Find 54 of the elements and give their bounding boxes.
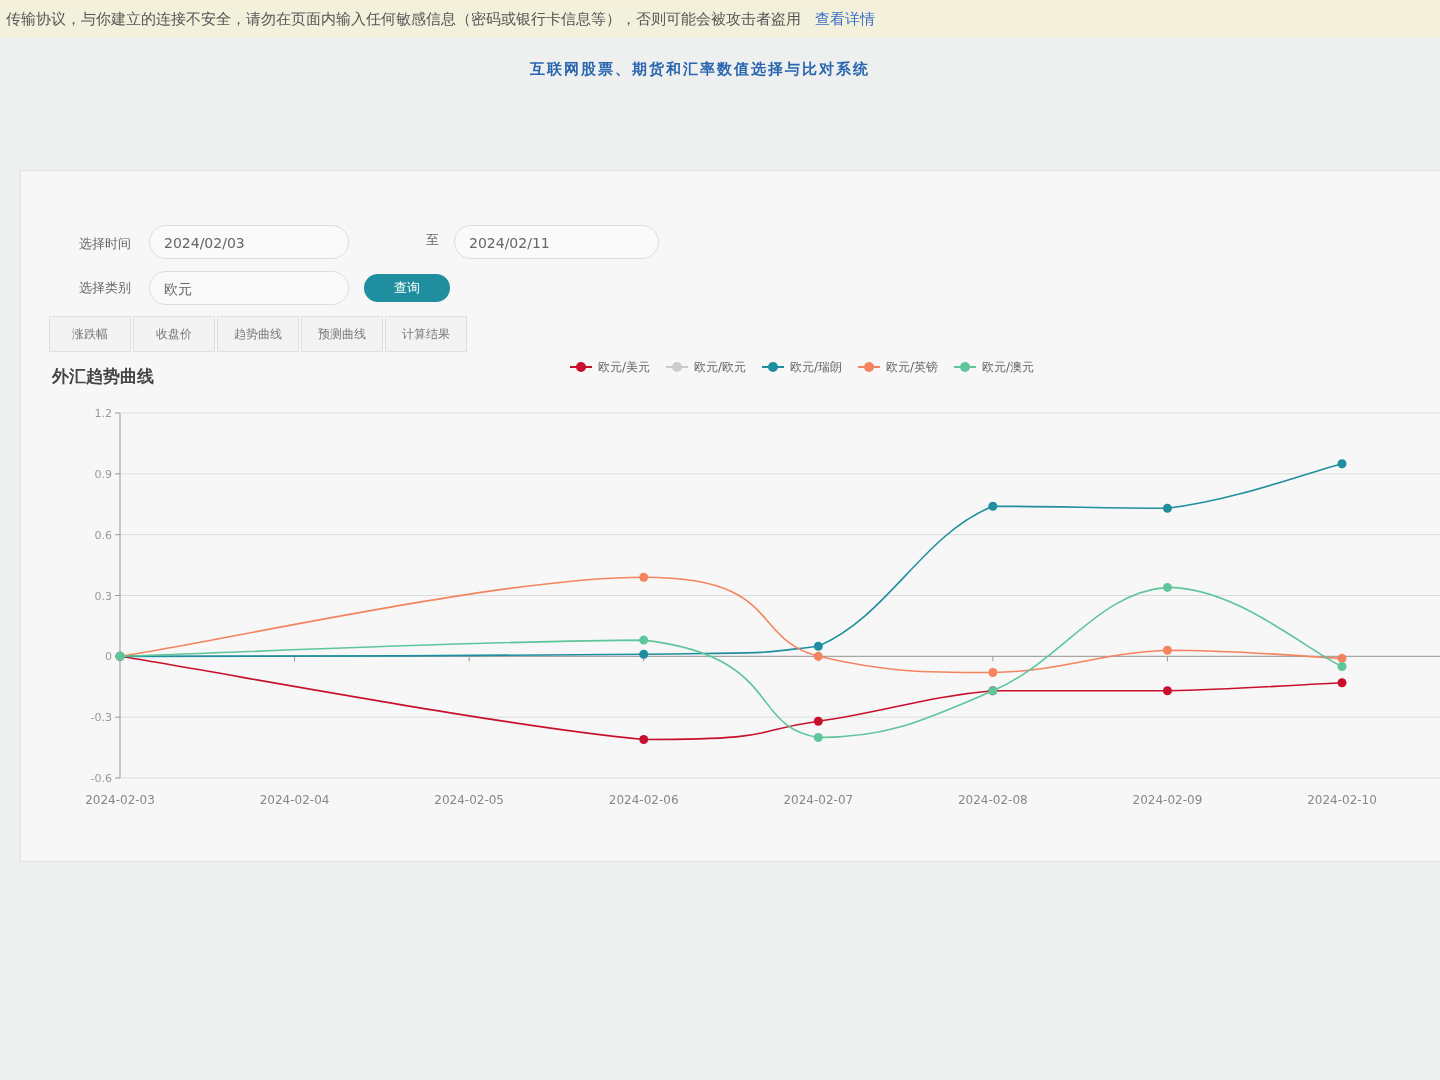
x-tick-label: 2024-02-09 <box>1132 793 1203 807</box>
text: 预测曲线 <box>301 316 383 352</box>
x-tick-label: 2024-02-08 <box>957 793 1028 807</box>
x-tick-label: 2024-02-04 <box>259 793 330 807</box>
y-tick-label: -0.3 <box>90 711 112 725</box>
legend-label: 欧元/澳元 <box>982 360 1035 374</box>
text: 选择时间 <box>79 235 131 253</box>
point <box>1162 503 1172 513</box>
y-tick-label: -0.6 <box>90 772 112 785</box>
text: 欧元 <box>149 271 349 305</box>
point <box>813 641 823 651</box>
text: 趋势曲线 <box>217 316 299 352</box>
point <box>639 572 649 582</box>
text: 涨跌幅 <box>49 316 131 352</box>
chart-title: 外汇趋势曲线 <box>51 366 154 386</box>
text: 选择类别 <box>79 279 131 297</box>
point <box>1162 582 1172 592</box>
point <box>813 651 823 661</box>
text: 至 <box>426 231 439 249</box>
x-tick-label: 2024-02-10 <box>1307 793 1377 807</box>
text: 收盘价 <box>133 316 215 352</box>
point <box>1162 686 1172 696</box>
point <box>1337 653 1347 663</box>
point <box>639 734 649 744</box>
text: 计算结果 <box>385 316 467 352</box>
text: 传输协议，与你建立的连接不安全，请勿在页面内输入任何敏感信息（密码或银行卡信息等），否则可能会被攻击者盗用 <box>6 10 801 28</box>
x-tick-label: 2024-02-07 <box>783 793 854 807</box>
text: 查看详情 <box>815 10 875 28</box>
point <box>813 732 823 742</box>
point <box>813 716 823 726</box>
y-tick-label: 0.3 <box>94 589 112 603</box>
x-tick-label: 2024-02-03 <box>85 793 155 807</box>
point <box>988 668 998 678</box>
y-tick-label: 1.2 <box>94 407 112 420</box>
text: 查询 <box>364 274 450 302</box>
text: 2024/02/11 <box>454 225 659 259</box>
text: 互联网股票、期货和汇率数值选择与比对系统 <box>529 60 871 79</box>
point <box>1162 645 1172 655</box>
point <box>988 501 998 511</box>
point <box>639 635 649 645</box>
x-tick-label: 2024-02-05 <box>434 793 505 807</box>
x-tick-label: 2024-02-06 <box>608 793 679 807</box>
point <box>639 649 649 659</box>
point <box>1337 678 1347 688</box>
legend-label: 欧元/欧元 <box>694 360 747 374</box>
y-tick-label: 0 <box>105 650 112 664</box>
y-tick-label: 0.9 <box>94 467 112 481</box>
point <box>1337 459 1347 469</box>
y-tick-label: 0.6 <box>94 528 112 542</box>
point <box>1337 661 1347 671</box>
text: 2024/02/03 <box>149 225 349 259</box>
legend-label: 欧元/瑞朗 <box>790 360 843 374</box>
legend-label: 欧元/英镑 <box>886 360 939 374</box>
legend-label: 欧元/美元 <box>598 360 651 374</box>
